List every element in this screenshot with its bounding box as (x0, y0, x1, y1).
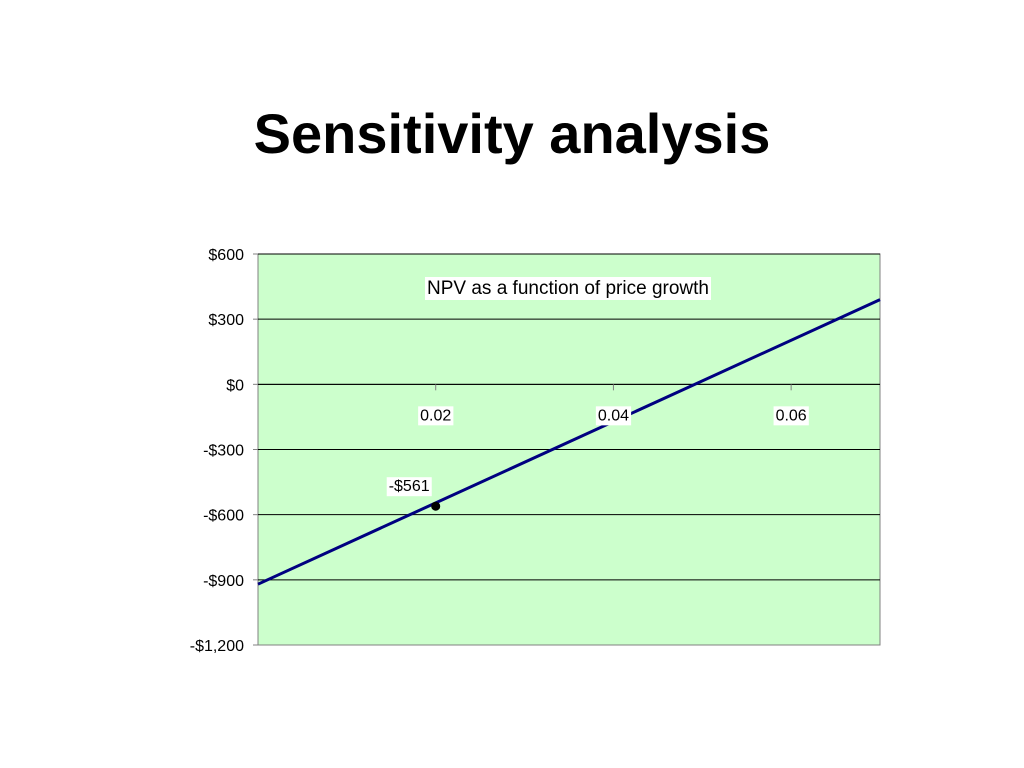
y-tick-label-6: -$1,200 (190, 638, 244, 655)
x-tick-label-0: 0.02 (420, 407, 451, 424)
chart-title: NPV as a function of price growth (427, 278, 709, 299)
x-tick-label-2: 0.06 (776, 407, 807, 424)
data-point-0 (431, 501, 441, 511)
series-line-0 (257, 298, 881, 586)
y-tick-label-3: -$300 (203, 443, 244, 460)
x-tick-label-2-bg (773, 406, 809, 426)
data-label-0-bg (386, 477, 432, 497)
y-tick-label-5: -$900 (203, 573, 244, 590)
x-tick-label-1-bg (595, 406, 632, 426)
chart-title-bg (425, 277, 711, 300)
x-tick-label-1: 0.04 (598, 407, 629, 424)
data-label-0: -$561 (389, 478, 430, 495)
y-tick-label-1: $300 (208, 312, 244, 329)
y-tick-label-0: $600 (208, 247, 244, 264)
x-tick-label-0-bg (418, 406, 454, 426)
slide-title: Sensitivity analysis (253, 102, 771, 165)
y-tick-label-2: $0 (226, 377, 244, 394)
y-tick-label-4: -$600 (203, 508, 244, 525)
